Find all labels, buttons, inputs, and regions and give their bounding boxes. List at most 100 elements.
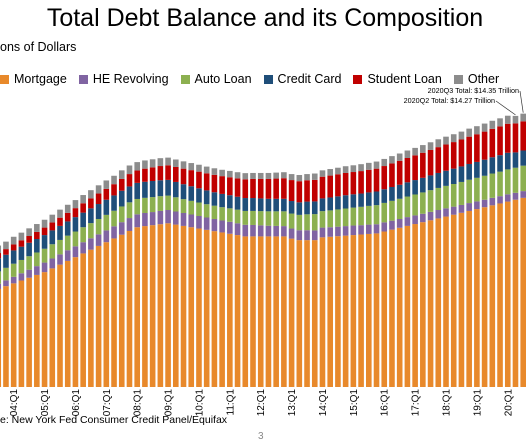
bar-segment-other-17-q2 [420,145,426,153]
bar-segment-mortgage-06-q3 [88,249,94,387]
bar-segment-mortgage-15-q1 [350,235,357,387]
bar-segment-mortgage-04-q1 [10,283,17,387]
bar-segment-credit-card-19-q1 [474,161,480,178]
bar-segment-auto-loan-10-q3 [211,205,218,219]
bar-segment-he-revolving-20-q2 [512,192,519,200]
bar-segment-he-revolving-19-q2 [481,199,488,208]
legend-item-credit-card: Credit Card [263,71,341,87]
bar-segment-credit-card-07-q4 [126,186,133,203]
bar-segment-credit-card-18-q2 [450,168,457,184]
bar-segment-auto-loan-20-q1 [504,169,511,195]
bar-segment-auto-loan-18-q2 [450,184,457,207]
bar-segment-student-loan-12-q4 [281,178,287,199]
bar-segment-he-revolving-15-q4 [373,224,380,234]
legend-label-other: Other [467,72,500,86]
bar-segment-auto-loan-09-q1 [165,195,171,211]
bar-segment-he-revolving-14-q4 [342,226,349,236]
bar-segment-credit-card-06-q3 [88,208,94,224]
bar-segment-mortgage-05-q2 [49,268,56,387]
bar-segment-mortgage-04-q4 [34,274,40,387]
bar-segment-mortgage-14-q1 [319,237,326,387]
bar-segment-he-revolving-11-q3 [242,224,249,237]
bar-segment-student-loan-16-q4 [404,157,411,183]
bar-segment-credit-card-08-q3 [149,181,156,198]
bar-segment-auto-loan-07-q2 [111,210,117,227]
bar-segment-student-loan-17-q3 [427,149,434,176]
bar-segment-other-04-q1 [10,236,17,245]
bar-segment-auto-loan-11-q3 [242,210,249,225]
bar-segment-he-revolving-05-q2 [49,258,56,269]
bar-segment-other-06-q2 [80,195,86,204]
bar-segment-other-09-q1 [165,157,171,166]
bar-segment-other-15-q1 [350,165,357,173]
bar-segment-auto-loan-11-q4 [250,210,256,225]
bar-segment-student-loan-09-q2 [173,166,179,182]
bar-segment-student-loan-12-q1 [257,178,264,199]
bar-segment-other-04-q2 [18,232,25,241]
bar-segment-other-15-q2 [358,164,364,172]
bar-segment-other-10-q4 [219,169,225,177]
bar-segment-mortgage-09-q4 [188,227,195,387]
bar-segment-mortgage-03-q4 [3,286,9,387]
bar-segment-student-loan-15-q1 [350,172,357,195]
bar-segment-he-revolving-11-q1 [227,221,233,234]
source-note: e: New York Fed Consumer Credit Panel/Eq… [0,414,228,426]
bar-segment-student-loan-15-q4 [373,168,380,192]
bar-segment-he-revolving-05-q1 [41,262,48,273]
bar-segment-auto-loan-10-q1 [196,202,202,216]
bar-segment-other-08-q2 [142,160,148,169]
bar-segment-credit-card-12-q4 [281,198,287,212]
bar-segment-other-13-q4 [311,173,318,180]
bar-segment-student-loan-06-q1 [72,208,79,218]
bar-segment-auto-loan-03-q4 [3,267,9,281]
bar-segment-auto-loan-15-q4 [373,205,380,225]
bar-segment-student-loan-14-q1 [319,176,326,199]
bar-segment-auto-loan-10-q2 [203,204,210,218]
bar-segment-he-revolving-04-q2 [18,273,25,281]
legend-item-mortgage: Mortgage [0,71,67,87]
bar-segment-auto-loan-16-q4 [404,196,411,218]
legend-swatch-other [453,74,463,84]
bar-segment-he-revolving-18-q3 [458,204,465,213]
bar-segment-he-revolving-10-q1 [196,215,202,229]
bar-segment-he-revolving-19-q3 [489,197,496,206]
bar-segment-credit-card-10-q3 [211,192,218,206]
bar-segment-he-revolving-17-q1 [412,215,418,225]
bar-segment-credit-card-08-q4 [157,180,164,197]
bar-segment-credit-card-12-q1 [257,198,264,212]
bar-segment-auto-loan-12-q2 [265,211,272,226]
bar-segment-student-loan-07-q1 [103,188,110,200]
bar-segment-credit-card-14-q2 [327,197,333,211]
bar-segment-he-revolving-14-q3 [335,226,341,237]
x-tick-label: 17:Q1 [411,389,422,417]
bar-segment-mortgage-13-q1 [288,238,295,387]
bar-segment-credit-card-05-q4 [64,221,71,236]
bar-segment-he-revolving-04-q3 [26,269,32,278]
bar-segment-mortgage-14-q2 [327,236,333,387]
bar-segment-other-19-q2 [481,123,488,132]
bar-segment-he-revolving-09-q4 [188,214,195,228]
bar-segment-other-13-q1 [288,174,295,181]
bar-segment-auto-loan-16-q3 [396,198,403,219]
bar-segment-mortgage-05-q3 [57,264,63,387]
legend-item-he-revolving: HE Revolving [78,71,169,87]
bar-segment-other-10-q3 [211,168,218,175]
bar-segment-credit-card-04-q2 [18,246,25,260]
x-tick-labels: 04:Q1 05:Q1 06:Q1 07:Q1 08:Q1 09:Q1 10:Q1 11:Q1… [9,389,514,417]
bar-segment-student-loan-06-q3 [88,198,94,209]
bar-segment-other-09-q2 [173,159,179,167]
bar-segment-auto-loan-12-q1 [257,211,264,226]
bar-segment-mortgage-20-q3 [520,197,526,387]
bar-segment-credit-card-17-q3 [427,175,434,191]
bar-segment-credit-card-03-q4 [3,254,9,268]
bar-segment-mortgage-08-q4 [157,224,164,387]
bar-segment-he-revolving-13-q4 [311,230,318,241]
bar-segment-student-loan-13-q1 [288,180,295,202]
bar-segment-other-16-q1 [381,158,388,167]
bar-segment-other-07-q3 [118,170,125,179]
bar-segment-credit-card-09-q4 [188,186,195,201]
bar-segment-student-loan-13-q4 [311,179,318,202]
bar-segment-he-revolving-16-q2 [389,220,395,230]
bar-segment-he-revolving-13-q1 [288,228,295,239]
bar-segment-he-revolving-10-q4 [219,220,225,233]
